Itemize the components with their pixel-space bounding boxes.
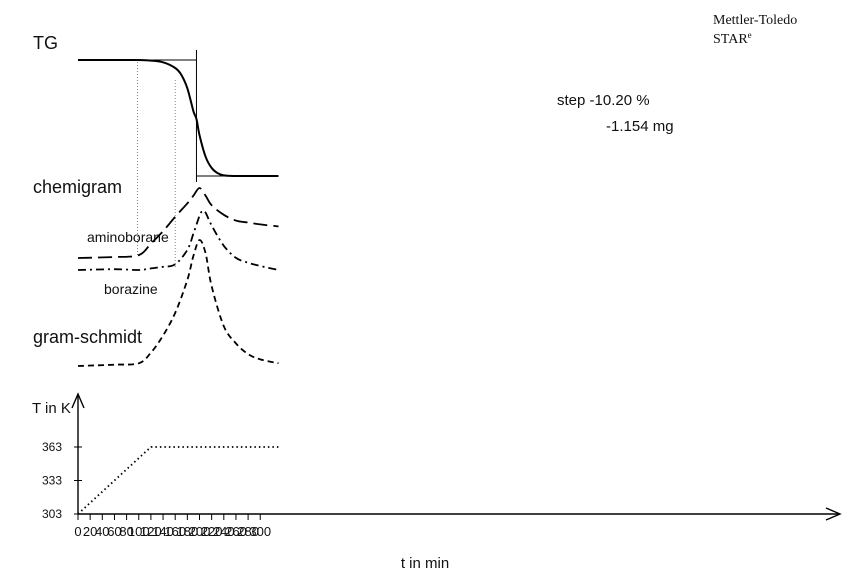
tg-label: TG — [33, 33, 58, 53]
step-annotation-line-1: step -10.20 % — [557, 92, 650, 109]
x-tick-label-0: 0 — [74, 524, 81, 539]
step-annotation-line-2: -1.154 mg — [606, 118, 674, 135]
gram-schmidt-curve — [77, 239, 279, 367]
x-tick-label-280: 280 — [237, 524, 259, 539]
x-tick-label-140: 140 — [152, 524, 174, 539]
aminoborane-curve — [77, 187, 279, 259]
y-tick-label-363: 363 — [42, 440, 62, 454]
brand-line-2-sup: e — [748, 30, 752, 40]
y-tick-label-303: 303 — [42, 507, 62, 521]
y-axis-arrowhead — [71, 392, 85, 409]
x-tick-label-180: 180 — [176, 524, 198, 539]
brand-line-2: STARe — [713, 30, 752, 47]
x-tick-label-200: 200 — [189, 524, 211, 539]
x-tick-label-300: 300 — [249, 524, 271, 539]
brand-line-2-main: STAR — [713, 32, 748, 47]
brand-line-1: Mettler-Toledo — [713, 13, 797, 28]
x-tick-label-260: 260 — [225, 524, 247, 539]
aminoborane-label: aminoborane — [87, 229, 169, 245]
borazine-label: borazine — [104, 281, 158, 297]
chemigram-label: chemigram — [33, 177, 122, 197]
x-tick-label-100: 100 — [128, 524, 150, 539]
x-tick-label-240: 240 — [213, 524, 235, 539]
x-tick-label-120: 120 — [140, 524, 162, 539]
x-axis-label: t in min — [401, 555, 449, 572]
gram-schmidt-label: gram-schmidt — [33, 327, 142, 347]
x-tick-label-220: 220 — [201, 524, 223, 539]
x-tick-label-20: 20 — [83, 524, 97, 539]
x-tick-label-40: 40 — [95, 524, 109, 539]
x-axis-arrowhead — [825, 507, 842, 521]
borazine-curve — [77, 209, 279, 271]
temperature-curve — [77, 446, 279, 515]
x-tick-label-60: 60 — [107, 524, 121, 539]
x-tick-label-80: 80 — [119, 524, 133, 539]
tg-curve — [78, 58, 279, 178]
y-tick-label-333: 333 — [42, 474, 62, 488]
x-tick-label-160: 160 — [164, 524, 186, 539]
temperature-axis-label: T in K — [32, 400, 71, 417]
